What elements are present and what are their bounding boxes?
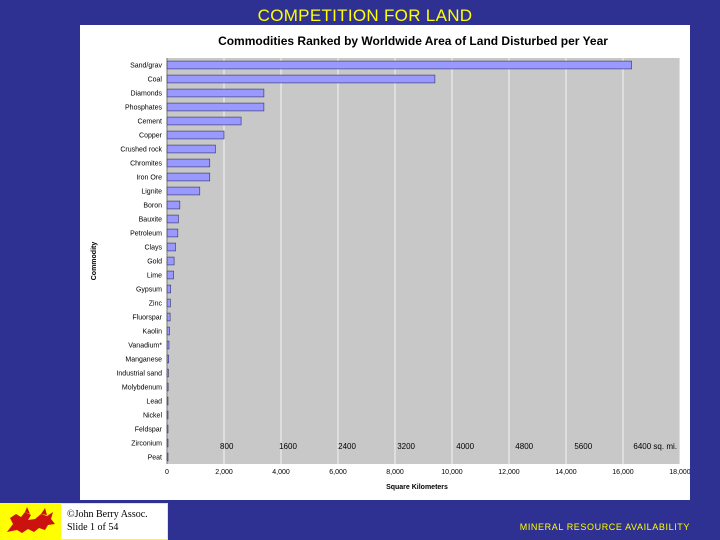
- category-labels: Sand/grav Coal Diamonds Phosphates Cement Cop…: [116, 63, 162, 462]
- category-label: Fluorspar: [132, 315, 162, 322]
- category-label: Coal: [148, 77, 163, 84]
- sq-mile-tick-label: 2400: [338, 442, 356, 451]
- bar: [166, 144, 216, 154]
- category-label: Zinc: [149, 301, 163, 308]
- x-tick-label: 8,000: [386, 469, 404, 476]
- sq-mile-tick-label: 3200: [397, 442, 415, 451]
- category-label: Phosphates: [125, 105, 162, 112]
- x-tick-label: 6,000: [329, 469, 347, 476]
- bar: [166, 88, 265, 98]
- sq-mile-tick-label: 800: [220, 442, 234, 451]
- x-tick-label: 4,000: [272, 469, 290, 476]
- bar: [166, 172, 211, 182]
- category-label: Bauxite: [139, 217, 162, 224]
- chart-panel: Commodities Ranked by Worldwide Area of …: [80, 25, 690, 500]
- category-label: Copper: [139, 133, 163, 140]
- x-tick-label: 18,000: [669, 469, 690, 476]
- slide-number: Slide 1 of 54: [67, 522, 119, 533]
- x-tick-label: 2,000: [215, 469, 233, 476]
- bar: [166, 74, 436, 84]
- x-axis-title: Square Kilometers: [386, 484, 448, 491]
- x-tick-label: 16,000: [612, 469, 634, 476]
- category-label: Industrial sand: [116, 371, 162, 378]
- credit-text: ©John Berry Assoc. Slide 1 of 54: [67, 508, 148, 534]
- sq-mile-tick-label: 1600: [279, 442, 297, 451]
- category-label: Kaolin: [143, 329, 163, 336]
- category-label: Sand/grav: [130, 63, 162, 70]
- bar: [166, 60, 632, 70]
- bar: [166, 158, 211, 168]
- bar: [166, 116, 242, 126]
- category-label: Iron Ore: [136, 175, 162, 182]
- category-label: Peat: [148, 455, 162, 462]
- slide-title: COMPETITION FOR LAND: [257, 6, 473, 25]
- footer-label: MINERAL RESOURCE AVAILABILITY: [519, 522, 690, 532]
- sq-mile-tick-label: 4000: [456, 442, 474, 451]
- y-axis-title: Commodity: [91, 242, 98, 281]
- bar: [166, 186, 201, 196]
- category-label: Molybdenum: [122, 385, 162, 392]
- sq-mile-tick-label: 6400 sq. mi.: [633, 442, 677, 451]
- sq-mile-tick-label: 4800: [515, 442, 533, 451]
- credit-box: ©John Berry Assoc. Slide 1 of 54: [0, 503, 168, 540]
- category-label: Manganese: [125, 357, 162, 364]
- x-tick-label: 0: [165, 469, 169, 476]
- category-label: Gypsum: [136, 287, 162, 294]
- category-label: Petroleum: [130, 231, 162, 238]
- category-label: Gold: [147, 259, 162, 266]
- category-label: Boron: [143, 203, 162, 210]
- x-tick-label: 10,000: [441, 469, 463, 476]
- category-label: Cement: [137, 119, 162, 126]
- bars-group: [166, 60, 632, 462]
- plot-area: [167, 58, 680, 464]
- bar: [166, 256, 175, 266]
- category-label: Diamonds: [130, 91, 162, 98]
- category-label: Crushed rock: [120, 147, 162, 154]
- category-label: Lime: [147, 273, 162, 280]
- bar: [166, 242, 176, 252]
- bar: [166, 130, 225, 140]
- category-label: Zirconium: [131, 441, 162, 448]
- category-label: Lead: [146, 399, 162, 406]
- bar: [166, 312, 171, 322]
- credit-copyright: ©John Berry Assoc.: [67, 509, 148, 520]
- bar: [166, 200, 181, 210]
- category-label: Feldspar: [135, 427, 163, 434]
- bar: [166, 102, 265, 112]
- welsh-dragon-logo: [1, 504, 61, 539]
- sq-mile-tick-label: 5600: [574, 442, 592, 451]
- category-label: Lignite: [141, 189, 162, 196]
- category-label: Nickel: [143, 413, 163, 420]
- bar: [166, 298, 171, 308]
- bar: [166, 214, 179, 224]
- chart-title: Commodities Ranked by Worldwide Area of …: [218, 34, 608, 48]
- bar: [166, 284, 172, 294]
- category-label: Chromites: [130, 161, 162, 168]
- bar: [166, 270, 174, 280]
- bar-chart: Commodities Ranked by Worldwide Area of …: [91, 34, 690, 491]
- gridlines: [166, 58, 681, 464]
- sq-mile-tick-labels: 800 1600 2400 3200 4000 4800 5600 6400 sq. mi.: [220, 442, 677, 451]
- x-tick-label: 14,000: [555, 469, 577, 476]
- x-tick-label: 12,000: [498, 469, 520, 476]
- category-label: Vanadium*: [128, 343, 162, 350]
- x-tick-labels: 0 2,000 4,000 6,000 8,000 10,000 12,000 14,000 1…: [165, 469, 690, 476]
- category-label: Clays: [144, 245, 162, 252]
- bar: [166, 228, 179, 238]
